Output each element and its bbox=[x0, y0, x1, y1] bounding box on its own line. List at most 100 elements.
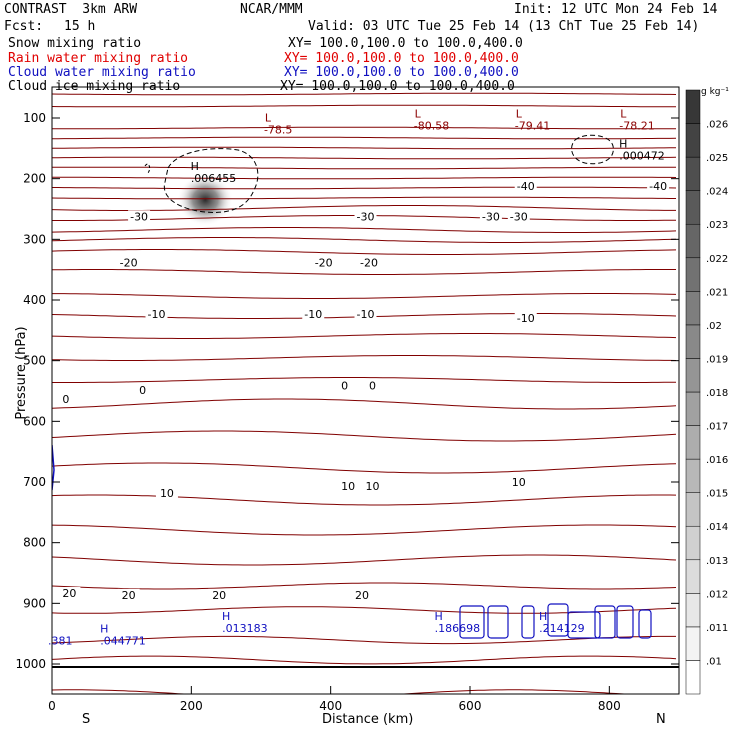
temperature-label-bg bbox=[361, 379, 384, 392]
y-tick-label: 800 bbox=[23, 536, 46, 550]
temperature-contour bbox=[52, 126, 676, 130]
temperature-contour bbox=[52, 582, 677, 590]
cloud-water-contour bbox=[594, 605, 616, 639]
colorbar-tick-label: .023 bbox=[706, 220, 728, 231]
temperature-contour bbox=[52, 92, 677, 96]
temperature-label: 10 bbox=[365, 480, 379, 493]
y-tick-label: 600 bbox=[23, 414, 46, 428]
extremum-value: .044771 bbox=[100, 634, 146, 647]
cloud-water-contour bbox=[638, 609, 652, 639]
temperature-label: 0 bbox=[62, 393, 69, 406]
colorbar: .01 .011 .012 .013 .014 .015 .016 .017 .018 .019.… bbox=[685, 89, 728, 695]
cloud-water-contour bbox=[487, 605, 509, 639]
extremum-value: -80.58 bbox=[414, 119, 449, 132]
extremum-value: -78.21 bbox=[619, 119, 654, 132]
extremum-value: .000472 bbox=[619, 150, 665, 163]
x-tick-label: 600 bbox=[459, 699, 482, 713]
colorbar-tick-label: .01 bbox=[706, 656, 722, 667]
y-tick-label: 500 bbox=[23, 354, 46, 368]
colorbar-bin bbox=[685, 626, 701, 661]
colorbar-bin bbox=[685, 559, 701, 594]
temperature-label: 10 bbox=[341, 480, 355, 493]
temperature-label: 20 bbox=[355, 589, 369, 602]
y-tick-label: 200 bbox=[23, 172, 46, 186]
x-tick-label: 0 bbox=[48, 699, 56, 713]
temperature-label-bg bbox=[333, 379, 356, 392]
temperature-label-bg bbox=[312, 256, 335, 269]
temperature-label: 20 bbox=[212, 589, 226, 602]
extremum-marker: H bbox=[619, 138, 627, 151]
field-snow-xy: XY= 100.0,100.0 to 100.0,400.0 bbox=[288, 36, 523, 51]
extremum-marker: L bbox=[620, 107, 627, 120]
temperature-label: 0 bbox=[341, 380, 348, 393]
temperature-contour bbox=[52, 176, 677, 180]
colorbar-bin bbox=[685, 492, 701, 527]
cloud-ice-contour bbox=[571, 134, 614, 165]
init-time: Init: 12 UTC Mon 24 Feb 14 bbox=[514, 2, 718, 17]
extremum-marker: L bbox=[415, 107, 422, 120]
extremum-value: .381 bbox=[48, 634, 73, 647]
cloud-ice-contour bbox=[163, 148, 259, 213]
temperature-label-bg bbox=[58, 587, 81, 600]
temperature-contour bbox=[52, 104, 676, 108]
colorbar-tick-label: .02 bbox=[706, 321, 722, 332]
colorbar-bin bbox=[685, 458, 701, 493]
snow-shading bbox=[177, 173, 234, 226]
y-tick-label: 400 bbox=[23, 293, 46, 307]
temperature-label: -20 bbox=[120, 256, 138, 269]
temperature-label-bg bbox=[351, 588, 374, 601]
temperature-label-bg bbox=[514, 312, 537, 325]
valid-time: Valid: 03 UTC Tue 25 Feb 14 (13 ChT Tue … bbox=[308, 19, 700, 34]
temperature-label-bg bbox=[302, 307, 325, 320]
temperature-contour bbox=[52, 237, 677, 243]
colorbar-bin bbox=[685, 425, 701, 460]
colorbar-bin bbox=[685, 593, 701, 628]
colorbar-unit: g kg⁻¹ bbox=[701, 87, 729, 97]
colorbar-bin bbox=[685, 391, 701, 426]
temperature-contour bbox=[52, 186, 677, 190]
colorbar-tick-label: .024 bbox=[706, 187, 728, 198]
colorbar-bin bbox=[685, 223, 701, 259]
temperature-label: 20 bbox=[62, 587, 76, 600]
temperature-contour bbox=[52, 136, 677, 140]
colorbar-tick-label: .026 bbox=[706, 120, 728, 131]
y-tick-label: 100 bbox=[23, 111, 46, 125]
colorbar-bin bbox=[685, 525, 701, 561]
temperature-label: 10 bbox=[160, 487, 174, 500]
temperature-contour bbox=[52, 156, 677, 160]
field-rain-name: Rain water mixing ratio bbox=[8, 51, 189, 66]
temperature-label-bg bbox=[647, 179, 670, 192]
colorbar-tick-label: .015 bbox=[706, 489, 728, 500]
extremum-value: .186698 bbox=[435, 622, 481, 635]
temperature-contour bbox=[52, 146, 676, 150]
colorbar-bin bbox=[685, 190, 701, 225]
x-tick-label: 200 bbox=[180, 699, 203, 713]
extremum-marker: H bbox=[222, 610, 230, 623]
colorbar-bin bbox=[685, 123, 701, 158]
cloud-water-contour bbox=[52, 444, 55, 491]
colorbar-bin bbox=[685, 291, 701, 326]
temperature-contour bbox=[52, 494, 677, 506]
temperature-contour bbox=[52, 554, 677, 566]
center-name: NCAR/MMM bbox=[240, 2, 303, 17]
temperature-label: -20 bbox=[360, 256, 378, 269]
temperature-contour bbox=[52, 398, 677, 410]
forecast-hour: 15 h bbox=[64, 19, 96, 34]
colorbar-tick-label: .016 bbox=[706, 455, 728, 466]
y-tick-label: 300 bbox=[23, 232, 46, 246]
colorbar-tick-label: .021 bbox=[706, 287, 728, 298]
temperature-label-bg bbox=[117, 256, 140, 269]
temperature-contour bbox=[52, 355, 677, 361]
colorbar-bin bbox=[685, 156, 701, 191]
temperature-contour bbox=[52, 430, 677, 442]
temperature-contour bbox=[52, 227, 677, 233]
temperature-label-bg bbox=[507, 210, 530, 223]
temperature-label: 10 bbox=[512, 476, 526, 489]
forecast-label: Fcst: bbox=[4, 19, 44, 34]
extremum-marker: H bbox=[435, 610, 443, 623]
colorbar-tick-label: .019 bbox=[706, 354, 728, 365]
temperature-contour bbox=[52, 655, 677, 665]
model-title: CONTRAST 3km ARW bbox=[4, 2, 138, 17]
